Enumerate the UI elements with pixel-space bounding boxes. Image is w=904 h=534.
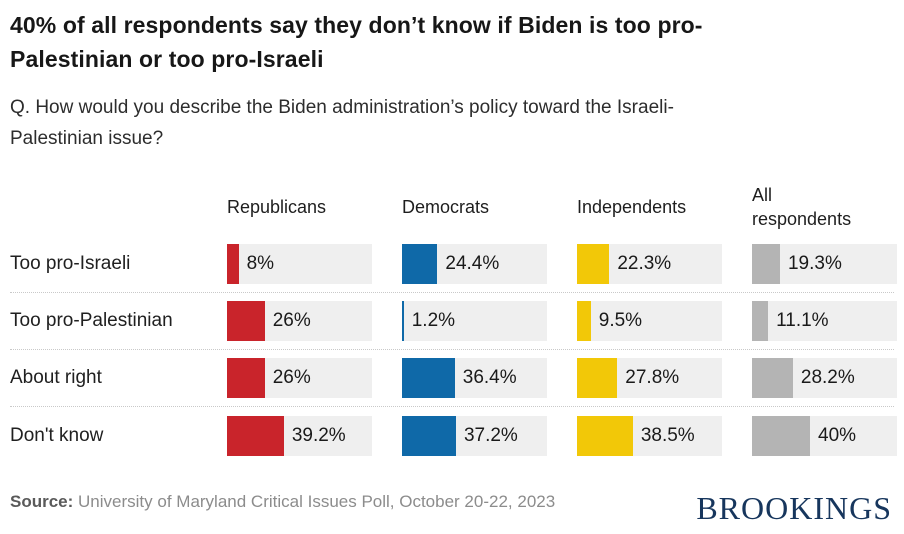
bar-track: 19.3% (752, 244, 897, 284)
bar-value-label: 8% (246, 253, 275, 274)
bar-track: 27.8% (577, 358, 722, 398)
column-header-row: Republicans Democrats Independents All r… (10, 178, 894, 236)
row-label-too-pro-israeli: Too pro-Israeli (10, 253, 131, 274)
bar-track: 39.2% (227, 415, 372, 456)
table-row-too-pro-israeli: Too pro-Israeli 8% 24.4% 22.3% 19.3% (10, 236, 897, 293)
bar-all-respondents-about-right (752, 358, 793, 398)
bar-republicans-about-right (227, 358, 265, 398)
bar-value-label: 22.3% (617, 253, 672, 274)
row-label-about-right: About right (10, 367, 102, 388)
bar-value-label: 26% (272, 367, 311, 388)
column-header-republicans: Republicans (227, 197, 327, 217)
bar-track: 8% (227, 244, 372, 284)
bar-track: 37.2% (402, 415, 547, 456)
bar-value-label: 36.4% (462, 367, 517, 388)
bar-democrats-about-right (402, 358, 455, 398)
row-label-too-pro-palestinian: Too pro-Palestinian (10, 310, 173, 331)
bar-value-label: 19.3% (787, 253, 842, 274)
column-header-all-respondents: All respondents (752, 183, 897, 231)
bar-value-label: 39.2% (291, 424, 346, 446)
page-title: 40% of all respondents say they don’t kn… (10, 12, 703, 72)
bar-track: 1.2% (402, 301, 547, 341)
bar-independents-about-right (577, 358, 618, 398)
bar-independents-too-pro-israeli (577, 244, 610, 284)
bar-value-label: 37.2% (463, 424, 518, 446)
bar-republicans-too-pro-palestinian (227, 301, 265, 341)
bar-value-label: 26% (272, 310, 311, 331)
bar-track: 9.5% (577, 301, 722, 341)
brookings-logo: BROOKINGS (696, 490, 892, 526)
table-row-about-right: About right 26% 36.4% 27.8% 28.2% (10, 350, 897, 407)
bar-track: 26% (227, 358, 372, 398)
bar-track: 26% (227, 301, 372, 341)
bar-democrats-too-pro-israeli (402, 244, 438, 284)
bar-all-respondents-dont-know (752, 415, 810, 456)
footer: Source: University of Maryland Critical … (10, 488, 894, 527)
source-text: University of Maryland Critical Issues P… (78, 492, 556, 511)
bar-democrats-too-pro-palestinian (402, 301, 404, 341)
source-label: Source: (10, 492, 74, 511)
bar-value-label: 24.4% (445, 253, 500, 274)
bar-value-label: 27.8% (625, 367, 680, 388)
table-row-too-pro-palestinian: Too pro-Palestinian 26% 1.2% 9.5% 11.1% (10, 293, 897, 350)
bar-independents-dont-know (577, 415, 633, 456)
bar-value-label: 9.5% (598, 310, 643, 331)
bar-value-label: 38.5% (640, 424, 695, 446)
bar-value-label: 1.2% (411, 310, 456, 331)
bar-value-label: 28.2% (800, 367, 855, 388)
bar-track: 40% (752, 415, 897, 456)
column-header-democrats: Democrats (402, 197, 490, 217)
bar-track: 36.4% (402, 358, 547, 398)
bar-value-label: 40% (818, 424, 857, 446)
row-label-dont-know: Don't know (10, 424, 104, 446)
source-note: Source: University of Maryland Critical … (10, 488, 555, 515)
table-row-dont-know: Don't know 39.2% 37.2% 38.5% 40% (10, 407, 897, 464)
bar-all-respondents-too-pro-israeli (752, 244, 780, 284)
column-header-all-respondents-label: All respondents (752, 185, 852, 229)
survey-question: Q. How would you describe the Biden admi… (10, 97, 674, 149)
bar-track: 11.1% (752, 301, 897, 341)
bar-track: 22.3% (577, 244, 722, 284)
bar-democrats-dont-know (402, 415, 456, 456)
bar-independents-too-pro-palestinian (577, 301, 591, 341)
bar-value-label: 11.1% (776, 310, 829, 331)
bar-track: 28.2% (752, 358, 897, 398)
bar-track: 38.5% (577, 415, 722, 456)
bar-republicans-too-pro-israeli (227, 244, 239, 284)
bar-republicans-dont-know (227, 415, 284, 456)
bar-track: 24.4% (402, 244, 547, 284)
bar-all-respondents-too-pro-palestinian (752, 301, 769, 341)
bar-chart: Republicans Democrats Independents All r… (10, 178, 897, 464)
column-header-independents: Independents (577, 197, 687, 217)
